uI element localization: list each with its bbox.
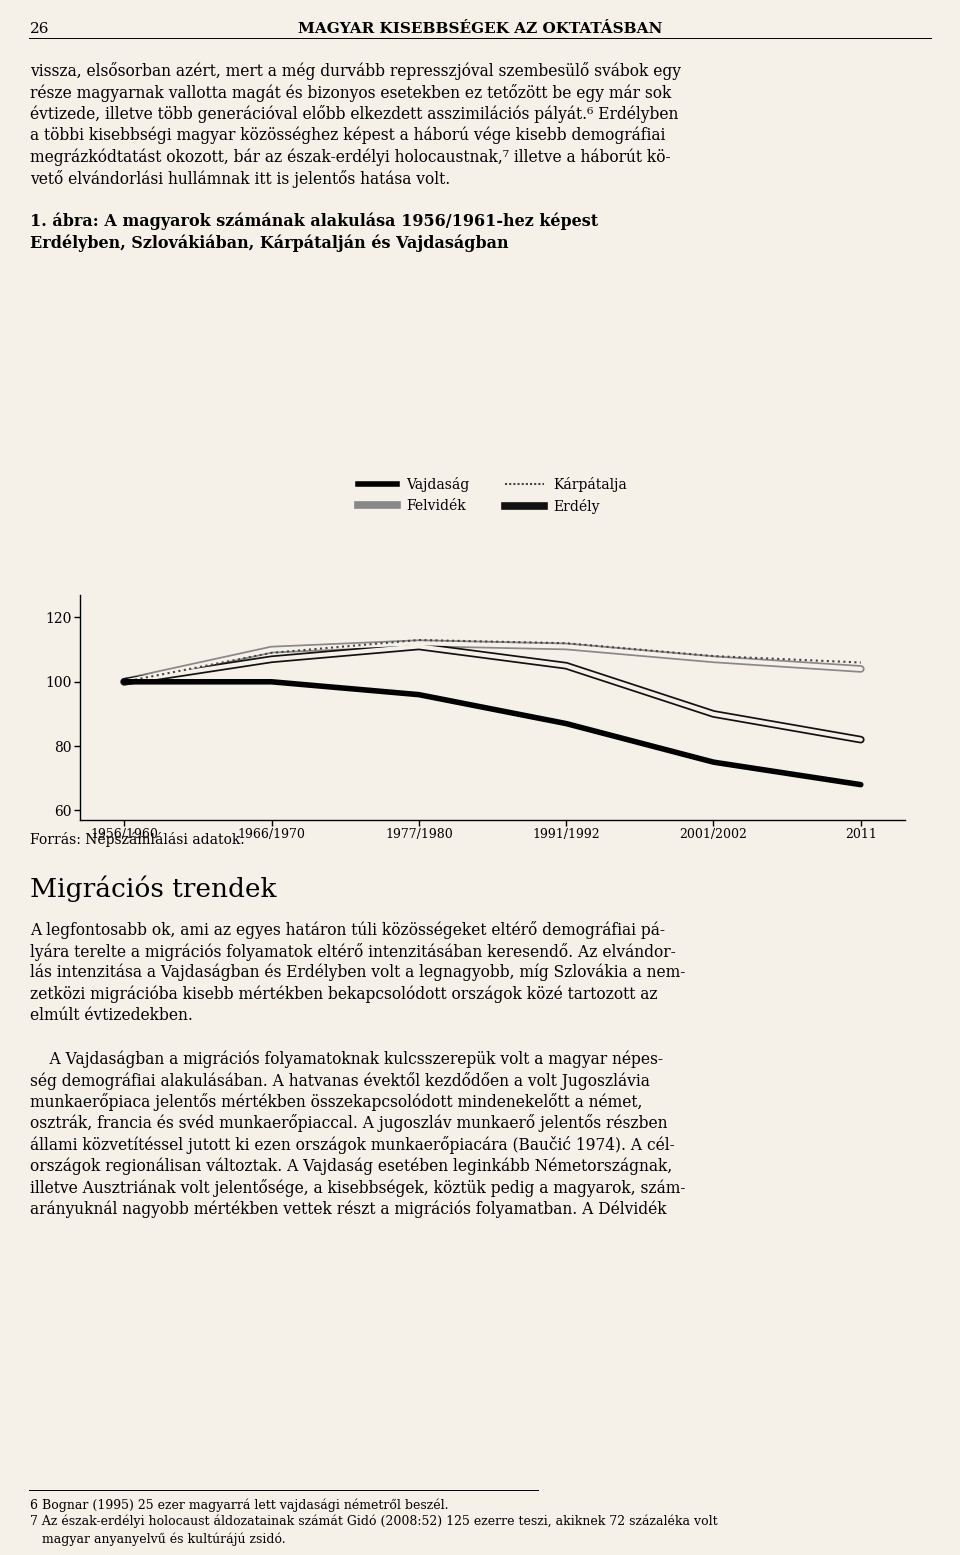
- Text: lás intenzitása a Vajdaságban és Erdélyben volt a legnagyobb, míg Szlovákia a ne: lás intenzitása a Vajdaságban és Erdélyb…: [30, 964, 685, 981]
- Text: országok regionálisan változtak. A Vajdaság esetében leginkább Németországnak,: országok regionálisan változtak. A Vajda…: [30, 1157, 672, 1176]
- Text: vissza, elsősorban azért, mert a még durvább represszjóval szembesülő svábok egy: vissza, elsősorban azért, mert a még dur…: [30, 62, 681, 79]
- Text: illetve Ausztriának volt jelentősége, a kisebbségek, köztük pedig a magyarok, sz: illetve Ausztriának volt jelentősége, a …: [30, 1179, 685, 1197]
- Text: része magyarnak vallotta magát és bizonyos esetekben ez tetőzött be egy már sok: része magyarnak vallotta magát és bizony…: [30, 84, 671, 101]
- Text: állami közvetítéssel jutott ki ezen országok munkaerőpiacára (Baučić 1974). A cé: állami közvetítéssel jutott ki ezen orsz…: [30, 1137, 675, 1154]
- Text: A Vajdaságban a migrációs folyamatoknak kulcsszerepük volt a magyar népes-: A Vajdaságban a migrációs folyamatoknak …: [30, 1050, 663, 1067]
- Text: Erdélyben, Szlovákiában, Kárpátalján és Vajdaságban: Erdélyben, Szlovákiában, Kárpátalján és …: [30, 235, 509, 252]
- Text: osztrák, francia és svéd munkaerőpiaccal. A jugoszláv munkaerő jelentős részben: osztrák, francia és svéd munkaerőpiaccal…: [30, 1115, 667, 1132]
- Text: 26: 26: [30, 22, 50, 36]
- Text: Migrációs trendek: Migrációs trendek: [30, 875, 276, 902]
- Text: elmúlt évtizedekben.: elmúlt évtizedekben.: [30, 1008, 193, 1025]
- Text: lyára terelte a migrációs folyamatok eltérő intenzitásában keresendő. Az elvándo: lyára terelte a migrációs folyamatok elt…: [30, 942, 676, 961]
- Text: 7 Az észak-erdélyi holocaust áldozatainak számát Gidó (2008:52) 125 ezerre teszi: 7 Az észak-erdélyi holocaust áldozataina…: [30, 1515, 718, 1529]
- Text: magyar anyanyelvű és kultúrájú zsidó.: magyar anyanyelvű és kultúrájú zsidó.: [30, 1532, 286, 1546]
- Text: Forrás: Népszámlálási adatok.: Forrás: Népszámlálási adatok.: [30, 832, 245, 847]
- Text: megrázkódtatást okozott, bár az észak-erdélyi holocaustnak,⁷ illetve a háborút k: megrázkódtatást okozott, bár az észak-er…: [30, 148, 671, 165]
- Text: MAGYAR KISEBBSÉGEK AZ OKTATÁSBAN: MAGYAR KISEBBSÉGEK AZ OKTATÁSBAN: [298, 22, 662, 36]
- Text: A legfontosabb ok, ami az egyes határon túli közösségeket eltérő demográfiai pá-: A legfontosabb ok, ami az egyes határon …: [30, 921, 665, 939]
- Text: ség demográfiai alakulásában. A hatvanas évektől kezdődően a volt Jugoszlávia: ség demográfiai alakulásában. A hatvanas…: [30, 1071, 650, 1090]
- Legend: Vajdaság, Felvidék, Kárpátalja, Erdély: Vajdaság, Felvidék, Kárpátalja, Erdély: [352, 471, 633, 519]
- Text: arányuknál nagyobb mértékben vettek részt a migrációs folyamatban. A Délvidék: arányuknál nagyobb mértékben vettek rész…: [30, 1200, 666, 1218]
- Text: a többi kisebbségi magyar közösséghez képest a háború vége kisebb demográfiai: a többi kisebbségi magyar közösséghez ké…: [30, 126, 665, 145]
- Text: 1. ábra: A magyarok számának alakulása 1956/1961-hez képest: 1. ábra: A magyarok számának alakulása 1…: [30, 213, 598, 230]
- Text: 6 Bognar (1995) 25 ezer magyarrá lett vajdasági németről beszél.: 6 Bognar (1995) 25 ezer magyarrá lett va…: [30, 1497, 448, 1511]
- Text: zetközi migrációba kisebb mértékben bekapcsolódott országok közé tartozott az: zetközi migrációba kisebb mértékben beka…: [30, 986, 658, 1003]
- Text: vető elvándorlási hullámnak itt is jelentős hatása volt.: vető elvándorlási hullámnak itt is jelen…: [30, 169, 450, 188]
- Text: évtizede, illetve több generációval előbb elkezdett asszimilációs pályát.⁶ Erdél: évtizede, illetve több generációval előb…: [30, 106, 679, 123]
- Text: munkaerőpiaca jelentős mértékben összekapcsolódott mindenekelőtt a német,: munkaerőpiaca jelentős mértékben összeka…: [30, 1093, 642, 1110]
